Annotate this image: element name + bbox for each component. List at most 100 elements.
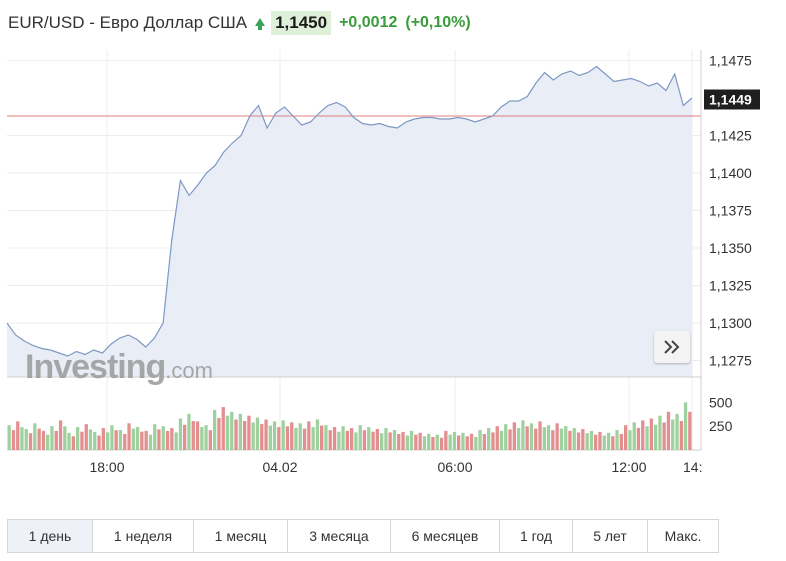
volume-bar	[80, 431, 84, 450]
volume-bar	[16, 421, 20, 450]
volume-bar	[290, 422, 294, 450]
volume-bar	[238, 413, 242, 450]
volume-bar	[24, 429, 28, 450]
investing-logo: Investing.com	[25, 348, 213, 387]
volume-bar	[67, 432, 71, 450]
volume-bar	[662, 422, 666, 450]
price-change: +0,0012	[339, 14, 398, 31]
volume-bar	[611, 436, 615, 450]
volume-bar	[153, 424, 157, 450]
current-price-label: 1,1449	[709, 92, 752, 108]
tab-max[interactable]: Макс.	[664, 528, 702, 544]
volume-bar	[307, 421, 311, 450]
current-price: 1,1450	[271, 11, 332, 35]
volume-bar	[208, 430, 212, 450]
volume-bar	[337, 431, 341, 450]
volume-bar	[135, 427, 140, 450]
volume-bar	[414, 434, 418, 450]
tab-1-month[interactable]: 1 месяц	[194, 520, 288, 552]
volume-bar	[534, 428, 538, 450]
volume-bar	[525, 426, 529, 450]
tab-3-months[interactable]: 3 месяца	[288, 520, 391, 552]
volume-bar	[332, 427, 337, 450]
volume-bar	[645, 426, 649, 450]
volume-bar	[564, 426, 568, 450]
volume-bar	[576, 432, 581, 450]
volume-bar	[666, 411, 671, 450]
y-tick-label: 1,1325	[709, 278, 752, 294]
volume-bar	[302, 428, 307, 450]
volume-bar	[469, 433, 474, 450]
volume-bar	[315, 419, 320, 450]
volume-bar	[452, 431, 457, 450]
volume-bar	[683, 402, 688, 450]
volume-bar	[123, 434, 127, 450]
volume-bar	[58, 420, 63, 450]
y-tick-label: 1,1375	[709, 203, 752, 219]
volume-bar	[388, 432, 392, 450]
volume-bar	[585, 433, 589, 450]
volume-bar	[320, 425, 324, 450]
volume-bar	[465, 436, 469, 450]
y-tick-label: 1,1350	[709, 240, 752, 256]
volume-bar	[285, 426, 290, 450]
current-price-badge	[704, 89, 760, 110]
volume-bar	[619, 434, 623, 450]
volume-bar	[392, 430, 397, 450]
volume-bar	[380, 433, 384, 450]
volume-bar	[157, 429, 161, 450]
price-line	[6, 65, 693, 357]
volume-bar	[204, 425, 208, 450]
volume-bar	[97, 435, 101, 450]
volume-bar	[358, 425, 362, 450]
volume-bar	[213, 409, 217, 450]
volume-bar	[658, 415, 662, 450]
volume-bar	[495, 426, 499, 450]
volume-bar	[191, 421, 195, 450]
volume-bar	[679, 421, 683, 450]
tab-5-years[interactable]: 5 лет	[573, 520, 648, 552]
x-tick-label: 12:00	[611, 459, 646, 475]
volume-bar	[114, 430, 118, 450]
volume-bar	[341, 426, 345, 450]
tab-1-day[interactable]: 1 день	[8, 520, 93, 552]
volume-bar	[268, 425, 272, 450]
tab-1-week[interactable]: 1 неделя	[93, 520, 194, 552]
chart-svg[interactable]: 1,1475 1,1425 1,1400 1,1375 1,1350 1,1325 1,13…	[0, 40, 786, 480]
volume-bar	[504, 424, 508, 450]
volume-bar	[110, 425, 114, 450]
volume-bar	[230, 411, 234, 450]
volume-bar	[632, 422, 636, 450]
tab-1-year[interactable]: 1 год	[500, 520, 573, 552]
volume-bar	[636, 427, 641, 450]
volume-bar	[517, 427, 521, 450]
price-change-percent: (+0,10%)	[405, 14, 471, 31]
volume-bar	[281, 420, 285, 450]
volume-bar	[131, 428, 135, 450]
x-tick-label: 04.02	[262, 459, 297, 475]
volume-bar	[311, 427, 315, 450]
volume-bar	[435, 434, 439, 450]
expand-chart-button[interactable]	[654, 331, 690, 363]
volume-bar	[688, 411, 692, 450]
volume-bar	[371, 431, 375, 450]
volume-bar	[598, 431, 602, 450]
volume-bar	[50, 426, 54, 450]
volume-bar	[624, 425, 628, 450]
volume-bar	[367, 427, 371, 450]
volume-bar	[251, 422, 255, 450]
volume-bar	[521, 420, 525, 450]
price-chart[interactable]: 1,1475 1,1425 1,1400 1,1375 1,1350 1,1325 1,13…	[0, 40, 786, 480]
tab-6-months[interactable]: 6 месяцев	[391, 520, 500, 552]
volume-bar	[671, 419, 675, 450]
volume-bar	[572, 428, 576, 450]
volume-bar	[260, 424, 264, 450]
volume-bar	[243, 421, 247, 450]
y-tick-label: 1,1475	[709, 53, 752, 69]
volume-bar	[487, 428, 491, 450]
volume-bar	[508, 429, 512, 450]
volume-bar	[247, 415, 251, 450]
volume-bar	[127, 423, 131, 450]
volume-bar	[641, 420, 645, 450]
volume-bar	[33, 423, 37, 450]
